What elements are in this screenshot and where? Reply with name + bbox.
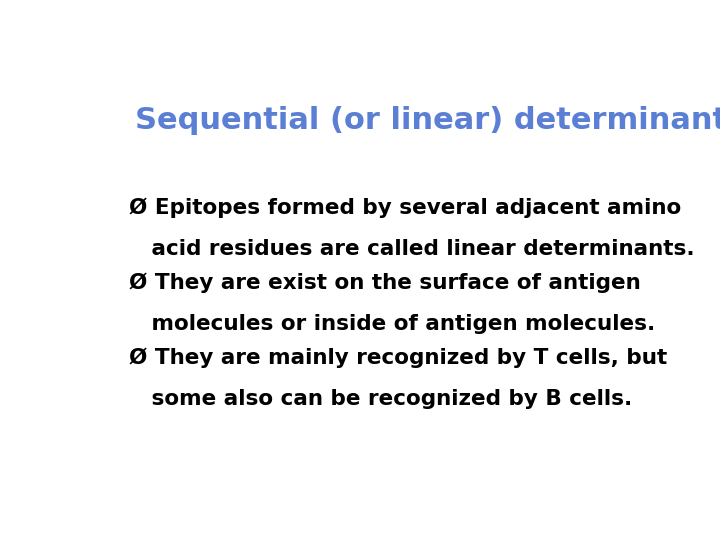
Text: Ø They are exist on the surface of antigen: Ø They are exist on the surface of antig… — [129, 273, 641, 293]
Text: molecules or inside of antigen molecules.: molecules or inside of antigen molecules… — [129, 314, 655, 334]
Text: Sequential (or linear) determinants: Sequential (or linear) determinants — [135, 106, 720, 136]
Text: Ø They are mainly recognized by T cells, but: Ø They are mainly recognized by T cells,… — [129, 348, 667, 368]
Text: Ø Epitopes formed by several adjacent amino: Ø Epitopes formed by several adjacent am… — [129, 198, 681, 218]
Text: acid residues are called linear determinants.: acid residues are called linear determin… — [129, 239, 695, 259]
Text: some also can be recognized by B cells.: some also can be recognized by B cells. — [129, 389, 632, 409]
